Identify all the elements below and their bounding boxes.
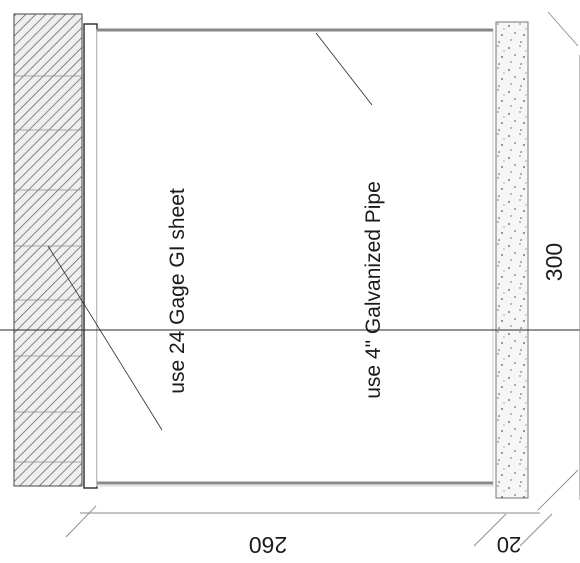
dim-label-inner-width: 260 [249,532,287,558]
gi-sheet-annotation: use 24 Gage GI sheet [166,188,189,394]
dim-label-height: 300 [541,243,567,281]
gi-sheet-strip [83,23,98,489]
leader-gi-sheet [47,245,163,431]
cavity [96,29,494,487]
hatched-wall [13,13,83,487]
pipe-annotation: use 4" Galvanized Pipe [362,181,385,399]
speckled-panel [495,21,529,499]
leader-pipe [315,32,373,106]
dim-label-edge-width: 20 [497,532,521,557]
wall-course-lines [14,75,82,463]
